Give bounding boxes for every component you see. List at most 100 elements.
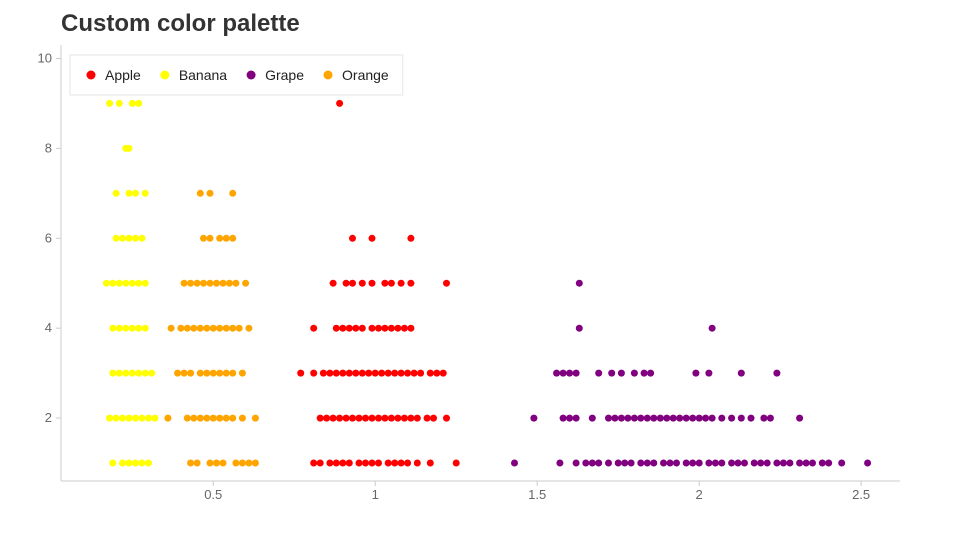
data-point: [705, 369, 713, 377]
data-point: [796, 414, 804, 422]
data-point: [575, 324, 583, 332]
data-point: [387, 324, 395, 332]
data-point: [115, 369, 123, 377]
data-point: [190, 324, 198, 332]
data-point: [141, 279, 149, 287]
data-point: [384, 369, 392, 377]
data-point: [112, 414, 120, 422]
data-point: [216, 234, 224, 242]
data-point: [209, 369, 217, 377]
data-point: [109, 369, 117, 377]
data-point: [125, 144, 133, 152]
data-point: [203, 414, 211, 422]
data-point: [711, 459, 719, 467]
data-point: [627, 459, 635, 467]
data-point: [708, 324, 716, 332]
legend-label: Orange: [342, 67, 389, 83]
data-point: [245, 459, 253, 467]
data-point: [229, 234, 237, 242]
data-point: [238, 414, 246, 422]
legend-marker: [246, 70, 256, 80]
data-point: [232, 459, 240, 467]
data-point: [773, 369, 781, 377]
data-point: [737, 369, 745, 377]
data-point: [572, 459, 580, 467]
data-point: [368, 459, 376, 467]
data-point: [407, 414, 415, 422]
data-point: [352, 369, 360, 377]
data-point: [203, 324, 211, 332]
data-point: [365, 369, 373, 377]
data-point: [375, 414, 382, 422]
data-point: [452, 459, 460, 467]
data-point: [216, 369, 224, 377]
data-point: [695, 414, 703, 422]
data-point: [326, 369, 334, 377]
data-point: [349, 414, 356, 422]
data-point: [663, 414, 671, 422]
data-point: [647, 369, 655, 377]
data-point: [407, 234, 415, 242]
data-point: [355, 414, 363, 422]
data-points: [102, 99, 872, 467]
data-point: [216, 324, 224, 332]
data-point: [362, 414, 369, 422]
data-point: [190, 414, 198, 422]
legend-label: Banana: [179, 67, 227, 83]
data-point: [222, 324, 230, 332]
data-point: [187, 279, 195, 287]
data-point: [413, 459, 421, 467]
data-point: [588, 459, 596, 467]
data-point: [443, 414, 450, 422]
data-point: [206, 459, 214, 467]
data-point: [426, 459, 434, 467]
data-point: [410, 369, 418, 377]
data-point: [229, 324, 237, 332]
data-point: [222, 414, 230, 422]
data-point: [326, 459, 334, 467]
data-point: [229, 369, 237, 377]
data-point: [125, 234, 133, 242]
data-point: [400, 324, 408, 332]
data-point: [559, 369, 567, 377]
data-point: [728, 459, 736, 467]
data-point: [138, 234, 146, 242]
data-point: [316, 459, 324, 467]
data-point: [608, 369, 616, 377]
data-point: [180, 279, 188, 287]
data-point: [656, 414, 664, 422]
y-tick-label: 10: [38, 50, 52, 65]
data-point: [358, 324, 366, 332]
data-point: [132, 189, 139, 197]
data-point: [128, 369, 136, 377]
data-point: [368, 279, 376, 287]
data-point: [219, 279, 227, 287]
data-point: [630, 414, 638, 422]
data-point: [397, 279, 405, 287]
data-point: [135, 99, 143, 107]
data-point: [423, 414, 431, 422]
data-point: [122, 279, 130, 287]
legend-marker: [86, 70, 96, 80]
data-point: [384, 459, 392, 467]
data-point: [358, 279, 366, 287]
data-point: [643, 459, 651, 467]
data-point: [339, 459, 347, 467]
data-point: [391, 459, 399, 467]
data-point: [553, 369, 561, 377]
data-point: [394, 414, 402, 422]
x-tick-label: 2: [696, 487, 703, 502]
data-point: [786, 459, 794, 467]
data-point: [838, 459, 846, 467]
x-tick-label: 1: [372, 487, 379, 502]
data-point: [193, 279, 201, 287]
data-point: [102, 279, 110, 287]
data-point: [349, 234, 356, 242]
data-point: [109, 279, 117, 287]
data-point: [718, 459, 726, 467]
data-point: [167, 324, 175, 332]
data-point: [332, 324, 340, 332]
y-tick-label: 4: [45, 320, 52, 335]
data-point: [125, 459, 133, 467]
data-point: [251, 414, 259, 422]
